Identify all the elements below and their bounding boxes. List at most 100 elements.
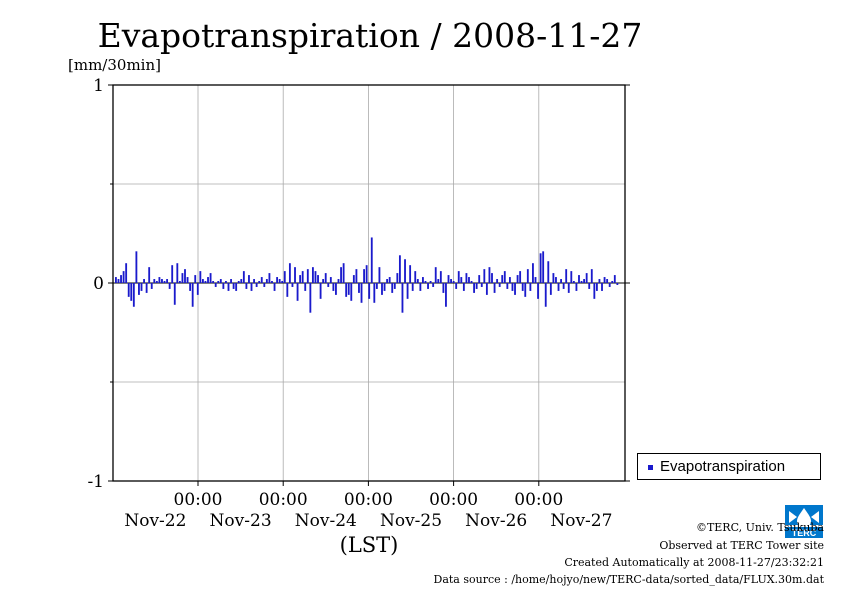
bar xyxy=(465,273,468,283)
bar xyxy=(260,277,263,283)
bar xyxy=(375,283,378,289)
bar xyxy=(245,283,248,289)
footer-source: Data source : /home/hojyo/new/TERC-data/… xyxy=(433,573,825,586)
bar xyxy=(468,277,470,283)
bar xyxy=(294,267,296,283)
bar xyxy=(355,269,358,283)
bar xyxy=(176,263,179,283)
bar xyxy=(450,279,452,283)
bar xyxy=(265,279,268,283)
legend-swatch xyxy=(648,465,653,470)
bar xyxy=(191,283,194,307)
bar xyxy=(138,283,140,295)
bar xyxy=(575,283,578,291)
bar xyxy=(322,279,325,283)
bar xyxy=(409,265,412,283)
bar xyxy=(532,263,534,283)
bar xyxy=(378,267,381,283)
bar xyxy=(401,283,404,313)
bar xyxy=(424,281,427,283)
bar xyxy=(419,283,422,291)
bar xyxy=(304,283,307,291)
bar xyxy=(475,283,478,289)
footer-observed: Observed at TERC Tower site xyxy=(659,539,824,552)
bar xyxy=(411,283,414,291)
bar xyxy=(178,281,181,283)
bar xyxy=(271,281,273,283)
bar xyxy=(524,283,527,297)
bar xyxy=(501,275,504,283)
bar xyxy=(388,277,391,283)
bar xyxy=(406,283,409,299)
bar xyxy=(309,283,312,313)
bar xyxy=(199,271,202,283)
x-date-label: Nov-23 xyxy=(210,511,272,531)
bar xyxy=(593,283,596,299)
bar xyxy=(296,283,299,301)
bar xyxy=(268,273,271,283)
bar xyxy=(452,281,455,283)
bar xyxy=(498,283,501,287)
bar xyxy=(217,281,220,283)
bar xyxy=(209,273,212,283)
logo-text: TERC xyxy=(792,528,817,538)
bar xyxy=(173,283,176,305)
bar xyxy=(470,281,473,283)
bar xyxy=(588,283,591,289)
bar xyxy=(329,277,332,283)
bar xyxy=(276,277,279,283)
bar xyxy=(365,265,368,283)
bar xyxy=(488,267,491,283)
bar xyxy=(416,279,419,283)
bar xyxy=(483,269,486,283)
bar xyxy=(422,277,424,283)
bar xyxy=(335,283,337,295)
bar xyxy=(299,275,302,283)
bar xyxy=(445,283,447,307)
y-axis-unit-label: [mm/30min] xyxy=(68,56,161,74)
bar xyxy=(158,277,161,283)
bar xyxy=(150,283,153,289)
bar xyxy=(250,283,253,291)
bar xyxy=(393,283,396,289)
bar xyxy=(363,269,365,283)
bar xyxy=(595,283,598,291)
bar xyxy=(613,275,616,283)
footer-copyright: ©TERC, Univ. Tsukuba xyxy=(695,521,824,534)
bar xyxy=(130,283,133,301)
x-time-label: 00:00 xyxy=(344,490,393,510)
y-axis-ticks: 1 0 -1 xyxy=(87,76,630,492)
bar xyxy=(230,279,232,283)
bar xyxy=(529,283,532,291)
bar xyxy=(396,273,399,283)
bar xyxy=(447,275,450,283)
bar xyxy=(381,283,383,295)
bar xyxy=(253,279,255,283)
bar xyxy=(542,251,545,283)
bar xyxy=(570,271,573,283)
bar xyxy=(368,283,371,299)
bar xyxy=(514,283,516,295)
bar xyxy=(386,279,389,283)
y-tick-label: 0 xyxy=(93,274,104,294)
x-date-label: Nov-25 xyxy=(380,511,442,531)
bar xyxy=(616,283,619,285)
bar xyxy=(590,269,593,283)
bar xyxy=(155,281,158,283)
bar xyxy=(212,281,215,283)
bar xyxy=(480,283,483,287)
x-time-label: 00:00 xyxy=(429,490,478,510)
bar xyxy=(278,279,281,283)
bar xyxy=(317,275,319,283)
series-evapotranspiration xyxy=(115,237,619,313)
bar xyxy=(342,263,345,283)
bar xyxy=(286,283,289,297)
x-time-label: 00:00 xyxy=(174,490,223,510)
bar xyxy=(506,283,509,289)
bar xyxy=(503,271,506,283)
bar xyxy=(194,275,197,283)
bar xyxy=(232,283,235,289)
bar xyxy=(237,281,240,283)
x-time-label: 00:00 xyxy=(514,490,563,510)
bar xyxy=(427,283,429,289)
